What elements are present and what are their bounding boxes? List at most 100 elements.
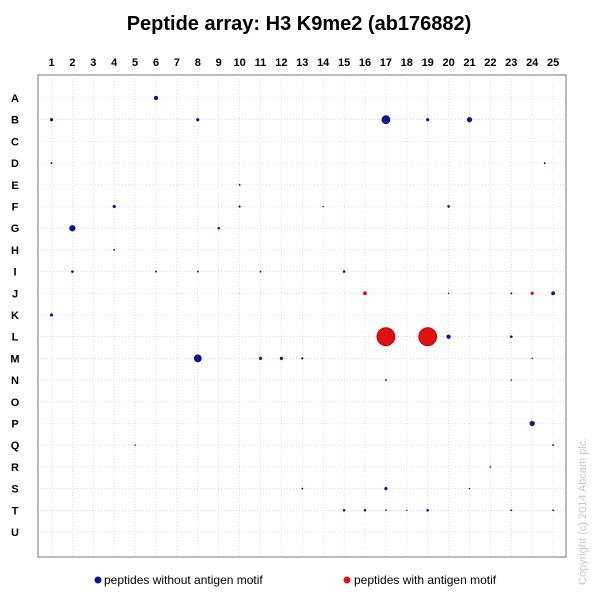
data-point-with-motif <box>489 465 492 468</box>
y-tick-label: R <box>11 462 19 474</box>
data-point-without-motif <box>406 509 408 512</box>
data-point-without-motif <box>193 354 202 363</box>
data-point-without-motif <box>71 270 74 273</box>
data-point-without-motif <box>49 118 54 122</box>
data-point-without-motif <box>342 508 346 512</box>
y-tick-label: F <box>12 202 19 214</box>
x-tick-label: 23 <box>505 57 517 69</box>
data-point-without-motif <box>447 292 450 295</box>
data-point-without-motif <box>279 356 284 361</box>
data-point-without-motif <box>552 509 555 512</box>
data-point-without-motif <box>259 270 262 273</box>
y-tick-label: J <box>12 288 18 300</box>
data-point-without-motif <box>384 379 387 382</box>
x-tick-label: 17 <box>380 57 392 69</box>
y-tick-label: H <box>11 245 19 257</box>
y-tick-label: C <box>11 136 19 148</box>
x-tick-label: 8 <box>195 57 201 69</box>
data-point-without-motif <box>381 115 391 125</box>
y-tick-label: A <box>11 93 19 105</box>
y-tick-label: I <box>13 267 16 279</box>
x-axis-ticks: 1 2 3 4 5 6 7 8 9 10 11 12 13 14 15 16 17 18 19 20 21 22 23 24 2… <box>48 57 559 69</box>
data-point-without-motif <box>447 205 450 208</box>
data-point-without-motif <box>153 95 159 101</box>
x-tick-label: 22 <box>484 57 496 69</box>
data-point-with-motif <box>530 291 534 295</box>
y-tick-label: N <box>11 375 19 387</box>
data-point-without-motif <box>196 270 199 273</box>
x-tick-label: 14 <box>317 57 330 69</box>
x-tick-label: 20 <box>442 57 454 69</box>
copyright-notice: Copyright (c) 2014 Abcam plc. <box>577 438 589 585</box>
grid-lines <box>38 75 566 557</box>
y-tick-label: O <box>11 397 20 409</box>
y-tick-label: U <box>11 527 19 539</box>
x-tick-label: 3 <box>90 57 96 69</box>
data-point-without-motif <box>531 357 533 360</box>
data-point-without-motif <box>426 118 430 122</box>
y-tick-label: T <box>12 505 19 517</box>
data-point-without-motif <box>322 205 324 208</box>
y-tick-label: M <box>10 353 19 365</box>
data-point-without-motif <box>50 162 53 165</box>
data-point-without-motif <box>529 420 535 427</box>
x-tick-label: 5 <box>132 57 138 69</box>
x-tick-label: 9 <box>216 57 222 69</box>
legend-marker-without-motif <box>94 576 102 584</box>
data-point-without-motif <box>49 313 54 317</box>
y-tick-label: B <box>11 115 19 127</box>
y-tick-label: K <box>11 310 19 322</box>
x-tick-label: 10 <box>233 57 245 69</box>
x-tick-label: 15 <box>338 57 350 69</box>
data-point-without-motif <box>552 444 555 447</box>
x-tick-label: 12 <box>275 57 287 69</box>
data-point-without-motif <box>363 508 367 512</box>
data-point-without-motif <box>112 204 116 209</box>
data-point-without-motif <box>113 248 116 251</box>
y-tick-label: G <box>11 223 20 235</box>
data-point-without-motif <box>301 357 304 360</box>
data-point-with-motif <box>363 291 367 296</box>
data-point-without-motif <box>238 183 241 186</box>
legend-label-with-motif: peptides with antigen motif <box>354 573 497 587</box>
data-point-without-motif <box>196 118 200 122</box>
legend-marker-with-motif <box>343 576 351 584</box>
data-points <box>49 95 556 512</box>
x-tick-label: 19 <box>422 57 434 69</box>
data-point-without-motif <box>238 205 241 208</box>
x-tick-label: 25 <box>547 57 559 69</box>
x-tick-label: 11 <box>255 57 267 69</box>
data-point-without-motif <box>426 508 430 512</box>
x-tick-label: 16 <box>359 57 371 69</box>
data-point-without-motif <box>543 162 546 165</box>
data-point-without-motif <box>509 335 513 339</box>
x-tick-label: 6 <box>153 57 159 69</box>
x-tick-label: 7 <box>174 57 180 69</box>
x-tick-label: 1 <box>48 57 54 69</box>
y-tick-label: D <box>11 158 19 170</box>
data-point-with-motif <box>376 327 396 347</box>
x-tick-label: 18 <box>401 57 413 69</box>
data-point-without-motif <box>217 226 221 230</box>
data-point-without-motif <box>446 334 451 339</box>
data-point-without-motif <box>510 509 513 512</box>
data-point-without-motif <box>466 117 473 123</box>
data-point-without-motif <box>510 379 513 381</box>
data-point-without-motif <box>301 487 304 490</box>
data-point-without-motif <box>134 444 136 446</box>
legend-label-without-motif: peptides without antigen motif <box>104 573 263 587</box>
y-tick-label: Q <box>11 440 20 452</box>
y-tick-label: P <box>11 419 18 431</box>
data-point-without-motif <box>384 486 388 491</box>
data-point-without-motif <box>155 270 157 273</box>
chart-title: Peptide array: H3 K9me2 (ab176882) <box>127 13 472 35</box>
x-tick-label: 2 <box>69 57 75 69</box>
data-point-without-motif <box>551 291 556 296</box>
data-point-without-motif <box>69 225 76 232</box>
data-point-with-motif <box>384 509 387 512</box>
data-point-without-motif <box>510 292 513 295</box>
data-point-with-motif <box>418 327 438 347</box>
x-tick-label: 13 <box>296 57 308 69</box>
